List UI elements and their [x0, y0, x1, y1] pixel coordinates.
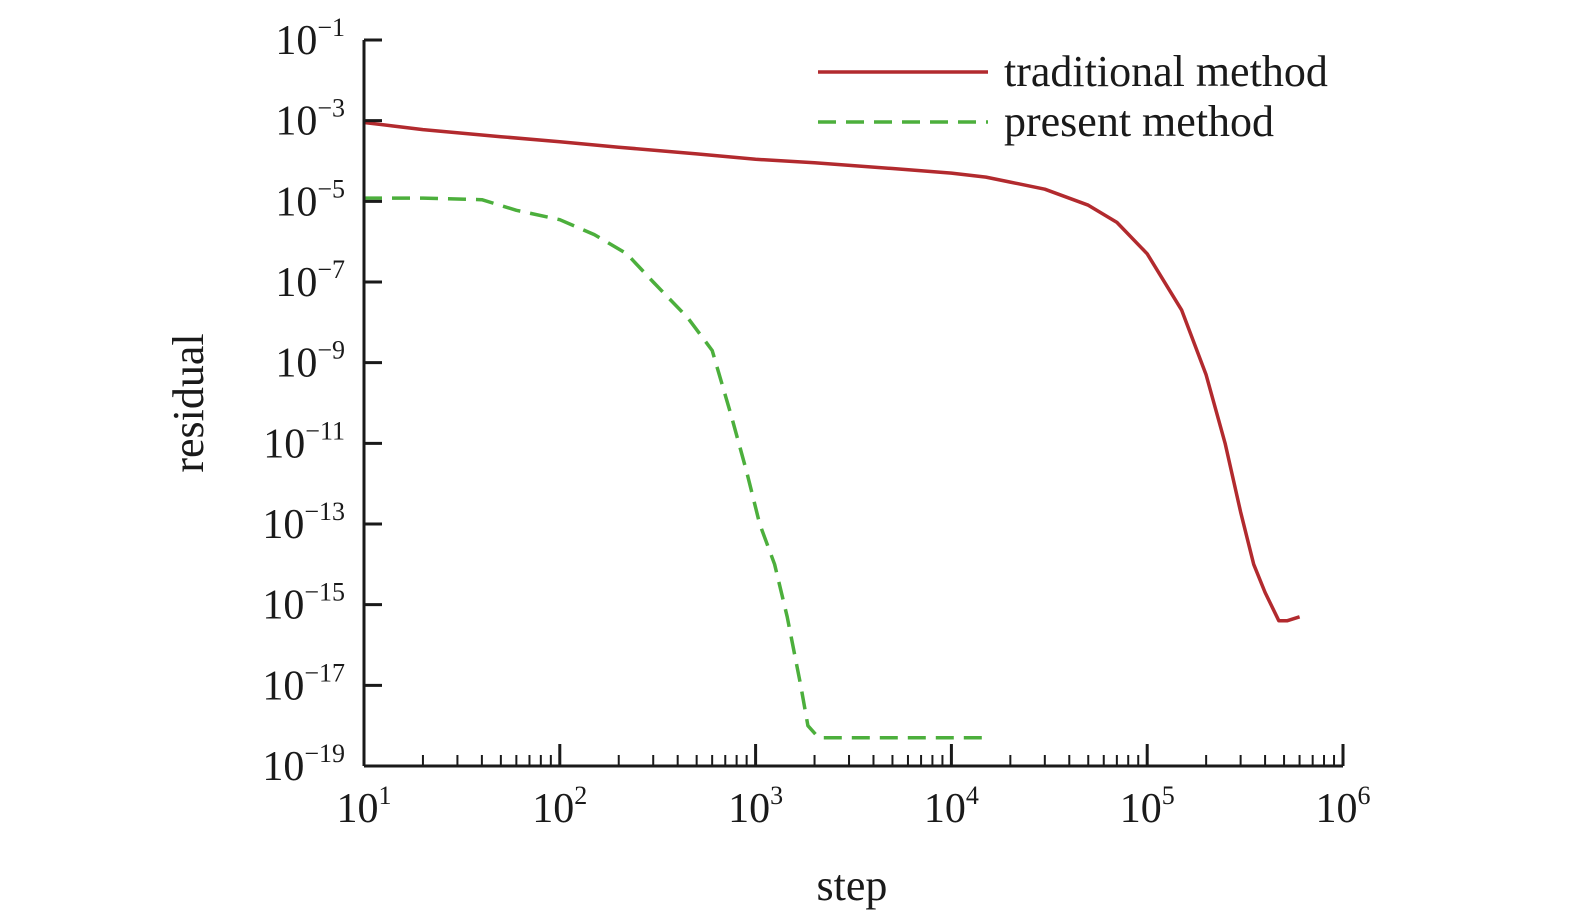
- axes: 101 102 103 104 105 106 10−110−310−510−710−91…: [262, 13, 1370, 832]
- y-tick-label: 10−3: [275, 94, 345, 145]
- y-tick-labels: 10−110−310−510−710−910−1110−1310−1510−17…: [262, 13, 345, 790]
- x-tick-label: 104: [924, 781, 979, 832]
- y-tick-label: 10−17: [262, 658, 345, 709]
- y-tick-label-base: 10: [262, 583, 304, 629]
- y-tick-label-exponent: −13: [304, 497, 345, 526]
- x-tick-label-base: 10: [1120, 786, 1162, 832]
- x-tick-label-exponent: 5: [1162, 781, 1175, 810]
- y-tick-label: 10−7: [275, 255, 345, 306]
- y-tick-label-base: 10: [262, 502, 304, 548]
- y-tick-label: 10−11: [263, 416, 345, 467]
- y-tick-label-exponent: −11: [305, 416, 345, 445]
- plot-lines: [363, 120, 1301, 740]
- legend-label: present method: [1004, 97, 1274, 146]
- y-tick-label-base: 10: [275, 341, 317, 387]
- y-major-ticks: [364, 38, 382, 768]
- y-tick-label: 10−15: [262, 578, 345, 629]
- y-tick-label: 10−19: [262, 739, 345, 790]
- x-tick-labels: 101 102 103 104 105 106: [337, 781, 1371, 832]
- x-tick-label-exponent: 6: [1358, 781, 1371, 810]
- x-tick-label-base: 10: [924, 786, 966, 832]
- y-tick-label-exponent: −5: [317, 174, 345, 203]
- y-tick-label-exponent: −15: [304, 578, 345, 607]
- y-tick-label-exponent: −1: [317, 13, 345, 42]
- x-tick-label: 102: [532, 781, 587, 832]
- x-axis-title: step: [817, 861, 888, 910]
- y-tick-label-base: 10: [275, 179, 317, 225]
- y-tick-label-exponent: −9: [317, 336, 345, 365]
- y-tick-label-exponent: −3: [317, 94, 345, 123]
- y-tick-label: 10−13: [262, 497, 345, 548]
- y-tick-label-base: 10: [263, 421, 305, 467]
- y-tick-label-exponent: −7: [317, 255, 345, 284]
- x-tick-label-base: 10: [728, 786, 770, 832]
- x-tick-label-base: 10: [337, 786, 379, 832]
- y-tick-label-base: 10: [275, 260, 317, 306]
- x-tick-label-exponent: 2: [574, 781, 587, 810]
- x-tick-label: 103: [728, 781, 783, 832]
- y-tick-label-exponent: −17: [304, 658, 345, 687]
- x-tick-label-base: 10: [532, 786, 574, 832]
- x-tick-label-exponent: 3: [770, 781, 783, 810]
- legend-item: traditional method: [818, 47, 1328, 96]
- y-tick-label-base: 10: [262, 744, 304, 790]
- y-tick-label: 10−5: [275, 174, 345, 225]
- series-line-traditional-method: [363, 120, 1301, 623]
- y-tick-label-base: 10: [275, 99, 317, 145]
- y-tick-label-base: 10: [275, 18, 317, 64]
- y-tick-label-exponent: −19: [304, 739, 345, 768]
- series-line-present-method: [364, 196, 986, 740]
- y-tick-label-base: 10: [262, 663, 304, 709]
- x-tick-label: 101: [337, 781, 392, 832]
- x-tick-label-base: 10: [1316, 786, 1358, 832]
- x-tick-label-exponent: 1: [379, 781, 392, 810]
- x-tick-label: 105: [1120, 781, 1175, 832]
- y-tick-label: 10−9: [275, 336, 345, 387]
- y-tick-label: 10−1: [275, 13, 345, 64]
- x-major-ticks: [362, 744, 1345, 766]
- x-tick-label-exponent: 4: [966, 781, 979, 810]
- x-tick-label: 106: [1316, 781, 1371, 832]
- legend-item: present method: [818, 97, 1274, 146]
- legend-label: traditional method: [1004, 47, 1328, 96]
- x-minor-ticks: [421, 755, 1336, 766]
- y-axis-title: residual: [164, 333, 213, 472]
